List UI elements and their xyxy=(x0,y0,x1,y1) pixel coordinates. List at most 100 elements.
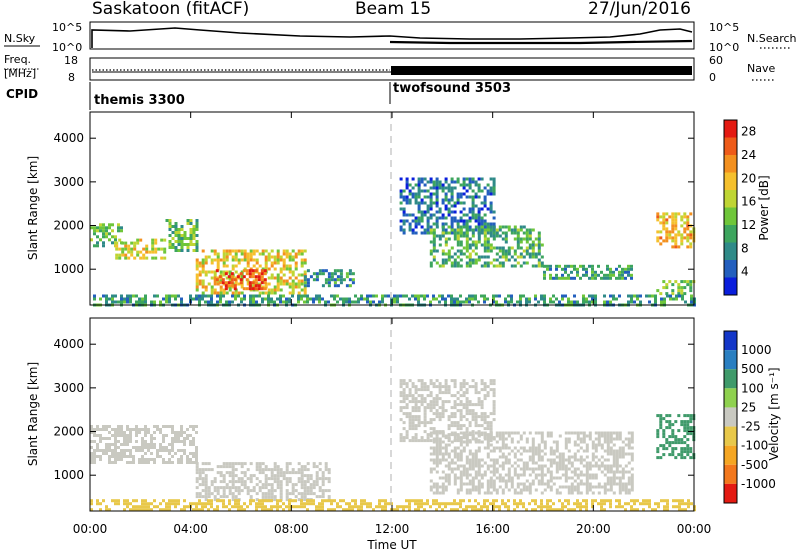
data-cell xyxy=(600,461,604,465)
data-cell xyxy=(680,242,684,246)
data-cell xyxy=(471,249,475,253)
data-cell xyxy=(603,449,607,453)
data-cell xyxy=(345,300,348,304)
data-cell xyxy=(402,222,406,226)
data-cell xyxy=(609,440,613,444)
data-cell xyxy=(306,468,310,472)
data-cell xyxy=(195,480,199,484)
data-cell xyxy=(558,452,562,456)
data-cell xyxy=(279,468,283,472)
data-cell xyxy=(426,225,430,229)
data-cell xyxy=(120,455,123,458)
data-cell xyxy=(486,228,490,232)
data-cell xyxy=(465,189,469,193)
data-cell xyxy=(630,294,633,298)
data-cell xyxy=(552,294,555,298)
data-cell xyxy=(90,446,93,449)
x-tick-label: 08:00 xyxy=(274,522,309,536)
data-cell xyxy=(345,275,349,279)
data-cell xyxy=(665,283,669,287)
data-cell xyxy=(162,297,165,301)
data-cell xyxy=(248,281,252,285)
data-cell xyxy=(630,485,634,489)
data-cell xyxy=(594,485,598,489)
data-cell xyxy=(543,482,547,486)
data-cell xyxy=(477,424,481,428)
data-cell xyxy=(489,439,493,443)
data-cell xyxy=(429,231,433,235)
data-cell xyxy=(549,267,552,271)
data-cell xyxy=(579,440,583,444)
data-cell xyxy=(198,279,202,283)
data-cell xyxy=(163,238,167,242)
data-cell xyxy=(597,440,601,444)
data-cell xyxy=(255,462,259,466)
data-cell xyxy=(489,412,493,416)
data-cell xyxy=(492,482,496,486)
data-cell xyxy=(192,237,196,240)
data-cell xyxy=(258,465,262,469)
data-cell xyxy=(585,297,588,301)
data-cell xyxy=(270,264,274,268)
data-cell xyxy=(180,300,183,304)
data-cell xyxy=(147,458,150,461)
data-cell xyxy=(564,443,568,447)
data-cell xyxy=(689,456,693,460)
data-cell xyxy=(656,215,660,219)
data-cell xyxy=(474,391,478,395)
data-cell xyxy=(504,300,507,304)
data-cell xyxy=(435,508,438,512)
data-cell xyxy=(501,476,505,480)
data-cell xyxy=(93,458,96,461)
data-cell xyxy=(248,287,252,291)
data-cell xyxy=(477,210,481,214)
data-cell xyxy=(147,446,150,449)
data-cell xyxy=(417,508,420,512)
data-cell xyxy=(585,473,589,477)
data-cell xyxy=(399,207,403,211)
data-cell xyxy=(279,489,283,493)
data-cell xyxy=(171,499,174,503)
data-cell xyxy=(357,505,360,509)
data-cell xyxy=(432,467,436,471)
data-cell xyxy=(111,499,114,503)
data-cell xyxy=(483,431,487,435)
data-cell xyxy=(420,379,424,383)
data-cell xyxy=(303,465,307,469)
data-cell xyxy=(303,492,307,496)
data-cell xyxy=(145,250,149,254)
data-cell xyxy=(90,440,93,443)
data-cell xyxy=(225,486,229,490)
data-cell xyxy=(432,231,436,235)
data-cell xyxy=(552,461,556,465)
x-tick-label: 04:00 xyxy=(173,522,208,536)
data-cell xyxy=(504,255,508,259)
data-cell xyxy=(423,508,426,512)
data-cell xyxy=(627,264,630,268)
data-cell xyxy=(147,449,150,452)
data-cell xyxy=(234,489,238,493)
data-cell xyxy=(375,505,378,509)
data-cell xyxy=(662,218,666,222)
data-cell xyxy=(309,492,313,496)
data-cell xyxy=(618,502,621,506)
data-cell xyxy=(300,486,304,490)
data-cell xyxy=(90,238,93,242)
data-cell xyxy=(255,294,258,298)
data-cell xyxy=(441,264,445,268)
data-cell xyxy=(489,261,493,265)
data-cell xyxy=(582,273,585,277)
data-cell xyxy=(504,240,508,244)
data-cell xyxy=(177,249,181,252)
data-cell xyxy=(261,492,265,496)
data-cell xyxy=(540,431,544,435)
data-cell xyxy=(456,249,460,253)
data-cell xyxy=(210,492,214,496)
data-cell xyxy=(315,275,319,279)
data-cell xyxy=(492,237,496,241)
data-cell xyxy=(117,300,120,304)
data-cell xyxy=(471,216,475,220)
data-cell xyxy=(603,467,607,471)
data-cell xyxy=(537,249,541,253)
data-cell xyxy=(441,183,445,187)
